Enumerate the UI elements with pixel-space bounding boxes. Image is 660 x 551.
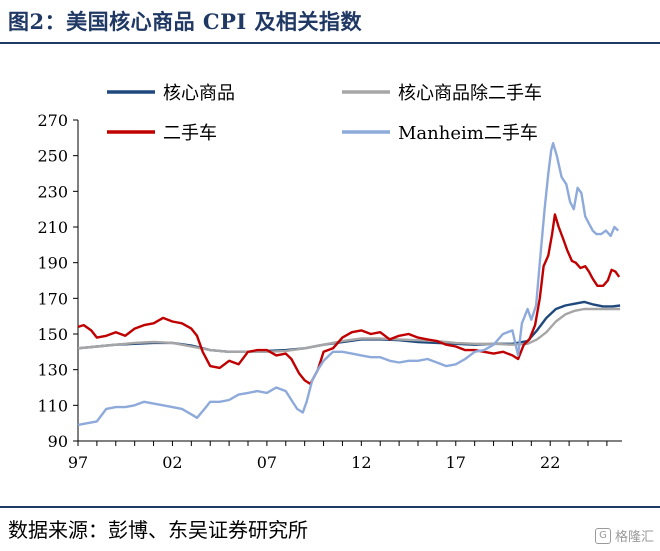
legend-label: 二手车 xyxy=(163,123,217,144)
chart-lines xyxy=(77,142,621,427)
series-line xyxy=(77,142,620,427)
watermark-logo-icon: G xyxy=(594,527,611,544)
x-tick-label: 02 xyxy=(162,453,182,472)
legend-label: 核心商品除二手车 xyxy=(398,83,542,104)
y-tick-label: 130 xyxy=(37,361,68,380)
y-tick-label: 90 xyxy=(48,432,68,451)
figure-title: 图2：美国核心商品 CPI 及相关指数 xyxy=(8,9,363,34)
source-note: 数据来源：彭博、东吴证券研究所 xyxy=(8,518,308,542)
y-tick-label: 110 xyxy=(37,396,68,415)
title-rule xyxy=(0,42,660,44)
source-rule xyxy=(0,506,660,508)
legend-label: 核心商品 xyxy=(163,83,235,104)
x-tick-label: 97 xyxy=(68,453,88,472)
series-line xyxy=(77,307,621,353)
y-tick-label: 210 xyxy=(37,218,68,237)
x-tick-label: 17 xyxy=(446,453,466,472)
line-chart: 90 110 130 150 170 190 210 230 250 270 97 02 07 12 17 2… xyxy=(37,83,622,472)
y-tick-label: 270 xyxy=(37,111,68,130)
y-tick-label: 250 xyxy=(37,147,68,166)
y-tick-label: 170 xyxy=(37,289,68,308)
watermark: G 格隆汇 xyxy=(594,526,654,545)
x-tick-label: 22 xyxy=(540,453,560,472)
chart-axes: 90 110 130 150 170 190 210 230 250 270 97 02 07 12 17 2… xyxy=(37,111,622,472)
series-line xyxy=(77,213,621,386)
x-tick-label: 07 xyxy=(257,453,277,472)
y-tick-label: 230 xyxy=(37,182,68,201)
x-tick-label: 12 xyxy=(351,453,371,472)
watermark-text: 格隆汇 xyxy=(614,530,654,545)
y-tick-label: 190 xyxy=(37,254,68,273)
legend-label: Manheim二手车 xyxy=(398,123,538,144)
y-tick-label: 150 xyxy=(37,325,68,344)
